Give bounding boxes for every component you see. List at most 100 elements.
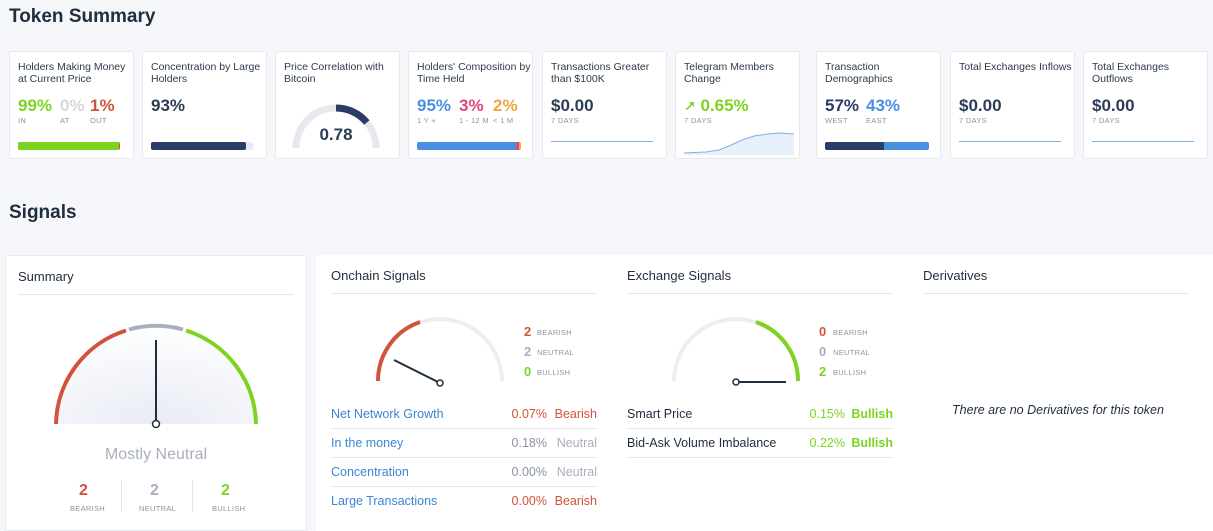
- arrow-up-right-icon: ↗: [684, 98, 696, 114]
- inflows-value: $0.00: [959, 96, 1002, 115]
- summary-neutral-label: NEUTRAL: [139, 504, 177, 513]
- exchange-gauge: [672, 317, 801, 386]
- transactions-card[interactable]: Transactions Greater than $100K $0.00 7 …: [542, 51, 667, 159]
- inflows-card[interactable]: Total Exchanges Inflows $0.00 7 DAYS: [950, 51, 1075, 159]
- signal-label: Neutral: [556, 465, 597, 479]
- holders-bar-fill: [18, 142, 119, 150]
- telegram-value: 0.65%: [700, 96, 749, 115]
- composition-bar: [417, 142, 521, 150]
- telegram-value-wrap: ↗ 0.65%: [684, 96, 749, 116]
- card-title: Concentration by Large Holders: [151, 61, 261, 85]
- signals-detail-panel: Onchain Signals 2 BEARISH 2 NEUTRAL 0 BU…: [316, 255, 1213, 531]
- exchange-neutral-count: 0: [819, 344, 827, 359]
- exchange-row-smart-price[interactable]: Smart Price 0.15% Bullish: [627, 400, 893, 429]
- composition-bar-1m: [518, 142, 521, 150]
- signal-value: 0.07%: [511, 407, 547, 421]
- summary-bearish-label: BEARISH: [70, 504, 106, 513]
- onchain-row-concentration[interactable]: Concentration 0.00% Neutral: [331, 458, 597, 487]
- west-value: 57%: [825, 96, 860, 115]
- card-title: Transaction Demographics: [825, 61, 893, 85]
- holders-bar-track: [18, 142, 120, 150]
- demographics-bar-west: [825, 142, 885, 150]
- telegram-period: 7 DAYS: [684, 116, 712, 125]
- signal-label: Bearish: [554, 494, 597, 508]
- concentration-value: 93%: [151, 96, 186, 115]
- exchange-divider: [627, 293, 893, 294]
- exchange-bearish-label: BEARISH: [833, 328, 869, 337]
- out-label: OUT: [90, 116, 107, 125]
- signal-name-link[interactable]: Concentration: [331, 465, 409, 479]
- signal-value: 0.00%: [511, 465, 547, 479]
- inflows-period: 7 DAYS: [959, 116, 987, 125]
- composition-1y-label: 1 Y +: [417, 116, 436, 125]
- signal-value: 0.22%: [809, 436, 845, 450]
- onchain-row-large-transactions[interactable]: Large Transactions 0.00% Bearish: [331, 487, 597, 516]
- signal-label: Bullish: [851, 436, 893, 450]
- composition-12m-value: 3%: [459, 96, 484, 115]
- concentration-card[interactable]: Concentration by Large Holders 93%: [142, 51, 267, 159]
- derivatives-title: Derivatives: [923, 268, 988, 283]
- outflows-period: 7 DAYS: [1092, 116, 1120, 125]
- exchange-bearish-count: 0: [819, 324, 827, 339]
- signals-title: Signals: [9, 202, 77, 223]
- signal-label: Neutral: [556, 436, 597, 450]
- summary-sep: [192, 480, 193, 512]
- telegram-sparkline: [684, 132, 794, 155]
- exchange-bullish-label: BULLISH: [833, 368, 867, 377]
- signal-name-link[interactable]: Large Transactions: [331, 494, 438, 508]
- card-title: Total Exchanges Inflows: [959, 61, 1072, 73]
- demographics-card[interactable]: Transaction Demographics 57% 43% WEST EA…: [816, 51, 941, 159]
- exchange-neutral-label: NEUTRAL: [833, 348, 871, 357]
- west-label: WEST: [825, 116, 848, 125]
- token-summary-title: Token Summary: [9, 6, 156, 27]
- signal-label: Bullish: [851, 407, 893, 421]
- in-label: IN: [18, 116, 27, 125]
- derivatives-divider: [923, 293, 1189, 294]
- exchange-bullish-count: 2: [819, 364, 827, 379]
- correlation-value: 0.78: [319, 125, 353, 144]
- transactions-value: $0.00: [551, 96, 594, 115]
- card-title: Telegram Members Change: [684, 61, 774, 85]
- signal-name-link[interactable]: Net Network Growth: [331, 407, 444, 421]
- transactions-period: 7 DAYS: [551, 116, 579, 125]
- summary-bullish-count: 2: [221, 482, 230, 499]
- summary-bearish-count: 2: [79, 482, 88, 499]
- exchange-title: Exchange Signals: [627, 268, 732, 283]
- onchain-title: Onchain Signals: [331, 268, 426, 283]
- summary-gauge: [54, 323, 258, 429]
- card-title: Total Exchanges Outflows: [1092, 61, 1170, 85]
- summary-verdict: Mostly Neutral: [104, 446, 208, 463]
- composition-1m-label: < 1 M: [493, 116, 514, 125]
- at-value: 0%: [60, 96, 85, 115]
- card-title: Transactions Greater than $100K: [551, 61, 650, 85]
- onchain-row-net-network-growth[interactable]: Net Network Growth 0.07% Bearish: [331, 400, 597, 429]
- signal-value: 0.18%: [511, 436, 547, 450]
- out-value: 1%: [90, 96, 115, 115]
- composition-1y-value: 95%: [417, 96, 452, 115]
- signal-value: 0.15%: [809, 407, 845, 421]
- card-title: Price Correlation with Bitcoin: [284, 61, 384, 85]
- inflows-sparkline: [959, 141, 1061, 142]
- outflows-sparkline: [1092, 141, 1194, 142]
- telegram-card[interactable]: Telegram Members Change ↗ 0.65% 7 DAYS: [675, 51, 800, 159]
- card-title: Holders' Composition by Time Held: [417, 61, 531, 85]
- onchain-row-in-the-money[interactable]: In the money 0.18% Neutral: [331, 429, 597, 458]
- correlation-card[interactable]: Price Correlation with Bitcoin 0.78: [275, 51, 400, 159]
- summary-divider: [18, 294, 294, 295]
- onchain-divider: [331, 293, 597, 294]
- concentration-bar-track: [151, 142, 253, 150]
- composition-card[interactable]: Holders' Composition by Time Held 95% 3%…: [408, 51, 533, 159]
- exchange-row-bid-ask[interactable]: Bid-Ask Volume Imbalance 0.22% Bullish: [627, 429, 893, 458]
- east-value: 43%: [866, 96, 901, 115]
- transactions-sparkline: [551, 141, 653, 142]
- east-label: EAST: [866, 116, 887, 125]
- onchain-neutral-label: NEUTRAL: [537, 348, 575, 357]
- at-label: AT: [60, 116, 70, 125]
- composition-bar-1y: [417, 142, 516, 150]
- holders-making-money-card[interactable]: Holders Making Money at Current Price 99…: [9, 51, 134, 159]
- onchain-bearish-label: BEARISH: [537, 328, 573, 337]
- signal-name-link[interactable]: In the money: [331, 436, 404, 450]
- composition-1m-value: 2%: [493, 96, 518, 115]
- outflows-card[interactable]: Total Exchanges Outflows $0.00 7 DAYS: [1083, 51, 1208, 159]
- correlation-gauge: [292, 104, 380, 149]
